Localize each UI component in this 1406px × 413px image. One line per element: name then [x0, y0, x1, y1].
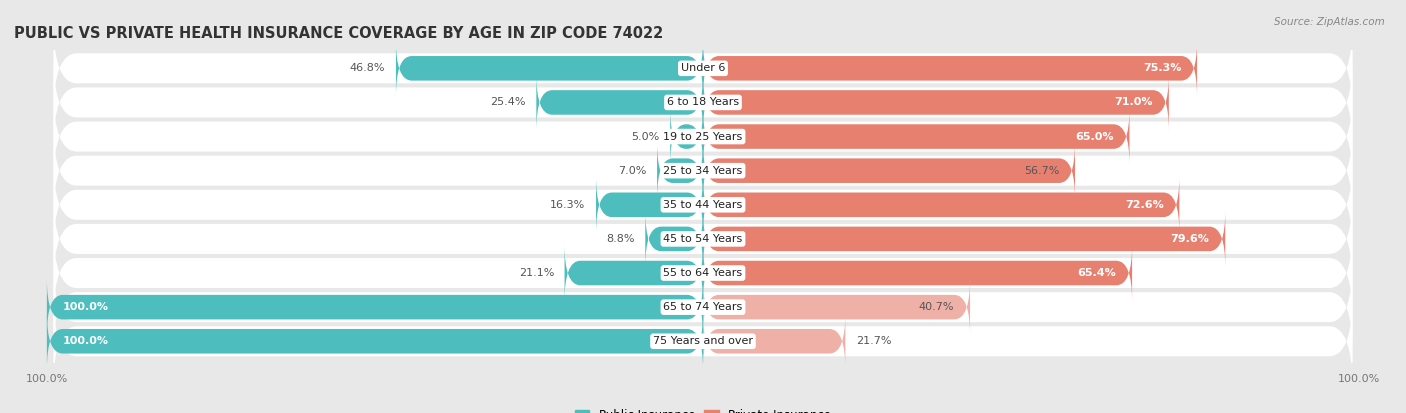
Text: 100.0%: 100.0%	[63, 336, 108, 346]
Text: 55 to 64 Years: 55 to 64 Years	[664, 268, 742, 278]
FancyBboxPatch shape	[703, 313, 845, 370]
FancyBboxPatch shape	[703, 244, 1132, 301]
FancyBboxPatch shape	[703, 278, 970, 336]
FancyBboxPatch shape	[53, 192, 1353, 285]
Text: Source: ZipAtlas.com: Source: ZipAtlas.com	[1274, 17, 1385, 26]
Text: 71.0%: 71.0%	[1115, 97, 1153, 107]
FancyBboxPatch shape	[536, 74, 703, 131]
FancyBboxPatch shape	[565, 244, 703, 301]
FancyBboxPatch shape	[396, 40, 703, 97]
FancyBboxPatch shape	[671, 108, 703, 165]
Legend: Public Insurance, Private Insurance: Public Insurance, Private Insurance	[571, 404, 835, 413]
Text: 79.6%: 79.6%	[1171, 234, 1209, 244]
FancyBboxPatch shape	[703, 142, 1076, 199]
Text: 7.0%: 7.0%	[619, 166, 647, 176]
Text: 21.1%: 21.1%	[519, 268, 554, 278]
FancyBboxPatch shape	[53, 22, 1353, 115]
FancyBboxPatch shape	[53, 56, 1353, 149]
FancyBboxPatch shape	[645, 210, 703, 268]
FancyBboxPatch shape	[53, 295, 1353, 388]
Text: 40.7%: 40.7%	[918, 302, 955, 312]
Text: 65.4%: 65.4%	[1077, 268, 1116, 278]
Text: 65 to 74 Years: 65 to 74 Years	[664, 302, 742, 312]
Text: 46.8%: 46.8%	[350, 63, 385, 74]
FancyBboxPatch shape	[657, 142, 703, 199]
FancyBboxPatch shape	[53, 227, 1353, 319]
Text: 35 to 44 Years: 35 to 44 Years	[664, 200, 742, 210]
Text: 6 to 18 Years: 6 to 18 Years	[666, 97, 740, 107]
Text: 16.3%: 16.3%	[550, 200, 585, 210]
Text: 75 Years and over: 75 Years and over	[652, 336, 754, 346]
Text: 65.0%: 65.0%	[1076, 132, 1114, 142]
FancyBboxPatch shape	[703, 108, 1129, 165]
Text: Under 6: Under 6	[681, 63, 725, 74]
FancyBboxPatch shape	[596, 176, 703, 233]
FancyBboxPatch shape	[703, 74, 1168, 131]
FancyBboxPatch shape	[703, 210, 1225, 268]
Text: 19 to 25 Years: 19 to 25 Years	[664, 132, 742, 142]
FancyBboxPatch shape	[53, 90, 1353, 183]
Text: 21.7%: 21.7%	[856, 336, 891, 346]
Text: 25 to 34 Years: 25 to 34 Years	[664, 166, 742, 176]
FancyBboxPatch shape	[703, 176, 1180, 233]
Text: 100.0%: 100.0%	[63, 302, 108, 312]
Text: 75.3%: 75.3%	[1143, 63, 1181, 74]
Text: 25.4%: 25.4%	[491, 97, 526, 107]
Text: 56.7%: 56.7%	[1024, 166, 1059, 176]
Text: 72.6%: 72.6%	[1125, 200, 1164, 210]
FancyBboxPatch shape	[53, 261, 1353, 354]
Text: 45 to 54 Years: 45 to 54 Years	[664, 234, 742, 244]
Text: PUBLIC VS PRIVATE HEALTH INSURANCE COVERAGE BY AGE IN ZIP CODE 74022: PUBLIC VS PRIVATE HEALTH INSURANCE COVER…	[14, 26, 664, 41]
FancyBboxPatch shape	[703, 40, 1197, 97]
Text: 5.0%: 5.0%	[631, 132, 659, 142]
FancyBboxPatch shape	[46, 278, 703, 336]
FancyBboxPatch shape	[53, 124, 1353, 217]
Text: 8.8%: 8.8%	[606, 234, 634, 244]
FancyBboxPatch shape	[46, 313, 703, 370]
FancyBboxPatch shape	[53, 159, 1353, 251]
